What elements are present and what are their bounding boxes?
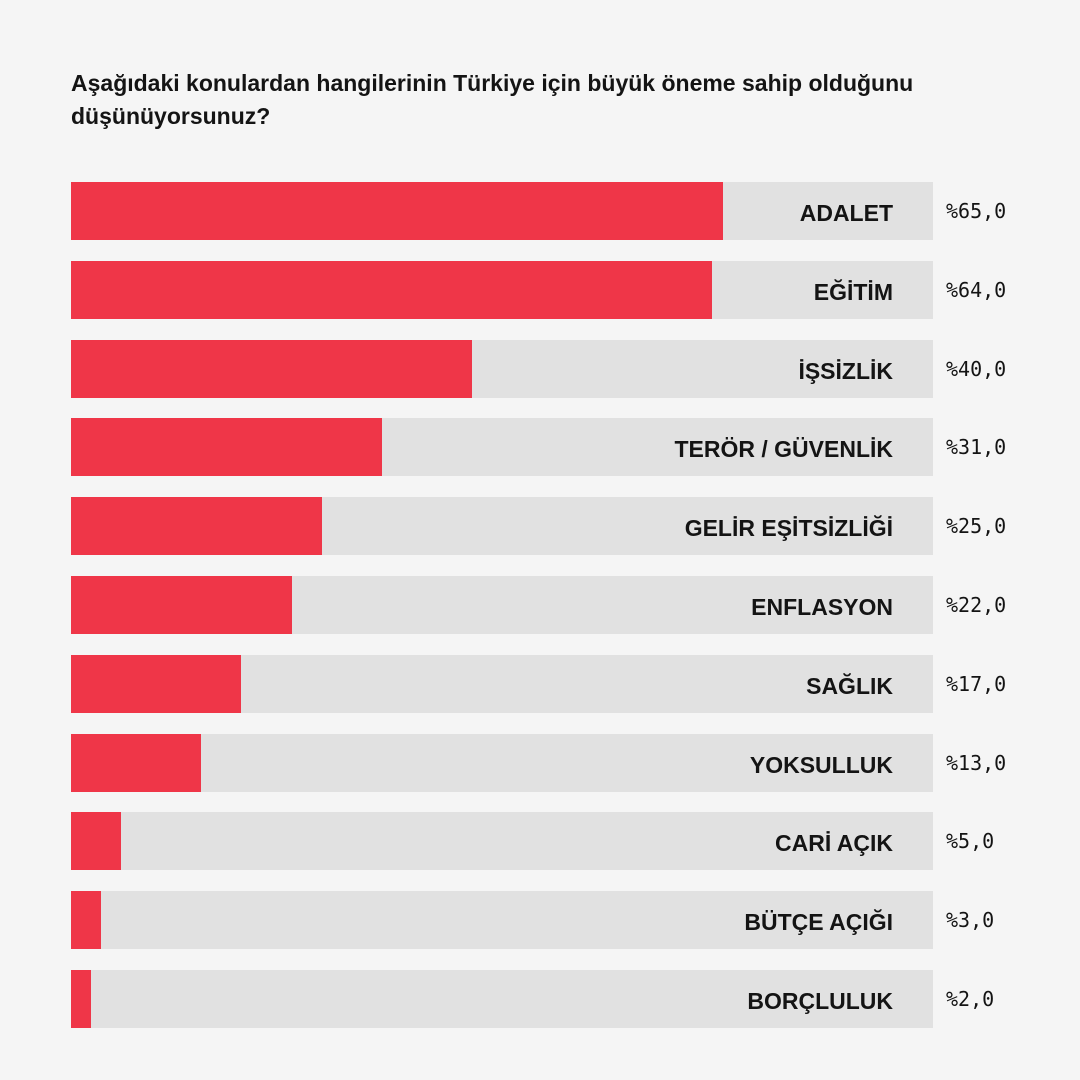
bar-row: İŞSİZLİK %40,0 <box>71 340 1071 398</box>
bar-row: BORÇLULUK %2,0 <box>71 970 1071 1028</box>
category-label: BÜTÇE AÇIĞI <box>744 909 893 935</box>
category-label: ENFLASYON <box>751 594 893 620</box>
bar-row: CARİ AÇIK %5,0 <box>71 812 1071 870</box>
bar-row: EĞİTİM %64,0 <box>71 261 1071 319</box>
value-label: %3,0 <box>946 908 995 932</box>
bar-track: BORÇLULUK <box>71 970 933 1028</box>
value-label: %64,0 <box>946 278 1007 302</box>
bar-track: EĞİTİM <box>71 261 933 319</box>
bar-row: TERÖR / GÜVENLİK %31,0 <box>71 418 1071 476</box>
bar-row: ADALET %65,0 <box>71 182 1071 240</box>
value-label: %65,0 <box>946 199 1007 223</box>
bar <box>71 655 241 713</box>
value-label: %40,0 <box>946 357 1007 381</box>
value-label: %5,0 <box>946 829 995 853</box>
value-label: %2,0 <box>946 987 995 1011</box>
bar <box>71 891 101 949</box>
bar-row: YOKSULLUK %13,0 <box>71 734 1071 792</box>
bar <box>71 497 322 555</box>
bar-track: ENFLASYON <box>71 576 933 634</box>
value-label: %13,0 <box>946 751 1007 775</box>
category-label: SAĞLIK <box>806 673 893 699</box>
category-label: İŞSİZLİK <box>798 358 893 384</box>
bar <box>71 970 91 1028</box>
bar-row: SAĞLIK %17,0 <box>71 655 1071 713</box>
value-label: %31,0 <box>946 435 1007 459</box>
category-label: ADALET <box>799 200 893 226</box>
bar-track: CARİ AÇIK <box>71 812 933 870</box>
bar-row: ENFLASYON %22,0 <box>71 576 1071 634</box>
value-label: %17,0 <box>946 672 1007 696</box>
category-label: CARİ AÇIK <box>775 830 893 856</box>
bar-track: GELİR EŞİTSİZLİĞİ <box>71 497 933 555</box>
category-label: YOKSULLUK <box>749 752 893 778</box>
category-label: TERÖR / GÜVENLİK <box>674 436 893 462</box>
category-label: EĞİTİM <box>813 279 893 305</box>
bar <box>71 182 723 240</box>
value-label: %22,0 <box>946 593 1007 617</box>
chart-title: Aşağıdaki konulardan hangilerinin Türkiy… <box>71 70 914 129</box>
bar <box>71 418 382 476</box>
bar-row: BÜTÇE AÇIĞI %3,0 <box>71 891 1071 949</box>
bar-track: YOKSULLUK <box>71 734 933 792</box>
bar-track: ADALET <box>71 182 933 240</box>
bar <box>71 261 712 319</box>
category-label: BORÇLULUK <box>747 988 893 1014</box>
bar <box>71 340 472 398</box>
bar <box>71 734 201 792</box>
bar <box>71 576 292 634</box>
bar-track: TERÖR / GÜVENLİK <box>71 418 933 476</box>
bar-track: SAĞLIK <box>71 655 933 713</box>
bar <box>71 812 121 870</box>
value-label: %25,0 <box>946 514 1007 538</box>
category-label: GELİR EŞİTSİZLİĞİ <box>684 515 893 541</box>
bar-track: BÜTÇE AÇIĞI <box>71 891 933 949</box>
bar-track: İŞSİZLİK <box>71 340 933 398</box>
bar-row: GELİR EŞİTSİZLİĞİ %25,0 <box>71 497 1071 555</box>
